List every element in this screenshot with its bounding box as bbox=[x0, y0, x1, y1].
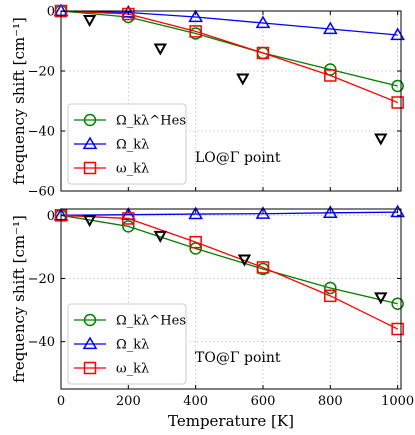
legend: Ω_kλ^Hes Ω_kλ ω_kλ bbox=[67, 103, 187, 185]
data-point-2-1 bbox=[122, 7, 135, 21]
x-tick-label: 600 bbox=[251, 394, 276, 409]
legend-marker-1 bbox=[82, 136, 98, 150]
reference-point-3 bbox=[374, 292, 388, 305]
legend-box bbox=[67, 103, 187, 185]
axes-frame bbox=[60, 10, 402, 192]
data-point-2-3 bbox=[256, 46, 270, 60]
legend-marker-2 bbox=[83, 361, 97, 375]
axes-frame bbox=[60, 208, 402, 390]
series-line-1 bbox=[60, 10, 398, 36]
series-line-0 bbox=[60, 10, 398, 87]
legend: Ω_kλ^Hes Ω_kλ ω_kλ bbox=[67, 303, 187, 385]
data-point-1-3 bbox=[255, 15, 271, 29]
legend-marker-2 bbox=[83, 161, 97, 175]
legend-label-2: ω_kλ bbox=[116, 362, 149, 377]
reference-point-2 bbox=[237, 254, 252, 267]
data-point-2-2 bbox=[189, 235, 202, 249]
legend-label-1: Ω_kλ bbox=[116, 138, 149, 153]
reference-point-0 bbox=[82, 15, 97, 28]
x-tick-label: 1000 bbox=[381, 394, 414, 409]
y-tick-label: 0 bbox=[47, 209, 55, 224]
data-point-1-2 bbox=[188, 206, 204, 220]
y-axis-label: frequency shift [cm⁻¹] bbox=[10, 17, 28, 185]
data-point-2-5 bbox=[391, 96, 404, 109]
data-point-2-4 bbox=[324, 69, 337, 82]
reference-point-2 bbox=[236, 73, 250, 86]
series-line-2 bbox=[60, 10, 398, 104]
data-point-1-4 bbox=[322, 205, 338, 218]
x-axis-label: Temperature [K] bbox=[168, 412, 294, 430]
data-point-1-1 bbox=[120, 4, 136, 18]
legend-marker-1 bbox=[82, 336, 98, 350]
legend-label-0: Ω_kλ^Hes bbox=[116, 314, 186, 329]
x-tick-label: 400 bbox=[183, 394, 208, 409]
y-tick-label: −20 bbox=[28, 272, 55, 287]
data-point-0-5 bbox=[391, 297, 404, 310]
reference-point-3 bbox=[374, 133, 388, 146]
data-point-1-4 bbox=[322, 21, 338, 35]
y-tick-label: −40 bbox=[28, 335, 55, 350]
reference-point-1 bbox=[153, 43, 168, 56]
legend-marker-0 bbox=[83, 313, 97, 327]
legend-label-1: Ω_kλ bbox=[116, 338, 149, 353]
data-point-2-5 bbox=[391, 322, 404, 336]
series-line-0 bbox=[60, 214, 398, 305]
y-tick-label: −60 bbox=[28, 185, 55, 200]
panel-annotation: TO@Γ point bbox=[195, 350, 281, 366]
reference-point-0 bbox=[82, 215, 97, 228]
y-tick-label: −40 bbox=[28, 125, 55, 140]
reference-point-1 bbox=[153, 230, 168, 243]
data-point-1-3 bbox=[255, 206, 271, 219]
panel-annotation: LO@Γ point bbox=[195, 150, 281, 166]
legend-label-2: ω_kλ bbox=[116, 162, 149, 177]
data-point-0-5 bbox=[391, 79, 404, 93]
x-tick-label: 0 bbox=[57, 394, 65, 409]
y-axis-label: frequency shift [cm⁻¹] bbox=[10, 215, 28, 383]
data-point-2-3 bbox=[256, 261, 270, 274]
x-tick-label: 800 bbox=[318, 394, 343, 409]
series-line-2 bbox=[60, 214, 398, 330]
data-point-0-4 bbox=[324, 281, 337, 295]
data-point-2-4 bbox=[324, 289, 337, 303]
data-point-1-2 bbox=[188, 9, 204, 23]
y-tick-label: 0 bbox=[47, 5, 55, 20]
data-point-2-2 bbox=[189, 25, 202, 38]
legend-box bbox=[67, 303, 187, 385]
y-tick-label: −20 bbox=[28, 65, 55, 80]
data-point-0-1 bbox=[122, 220, 135, 233]
legend-marker-0 bbox=[83, 113, 97, 127]
legend-label-0: Ω_kλ^Hes bbox=[116, 114, 186, 129]
data-point-0-2 bbox=[189, 242, 202, 255]
x-tick-label: 200 bbox=[116, 394, 141, 409]
series-line-1 bbox=[60, 211, 398, 216]
